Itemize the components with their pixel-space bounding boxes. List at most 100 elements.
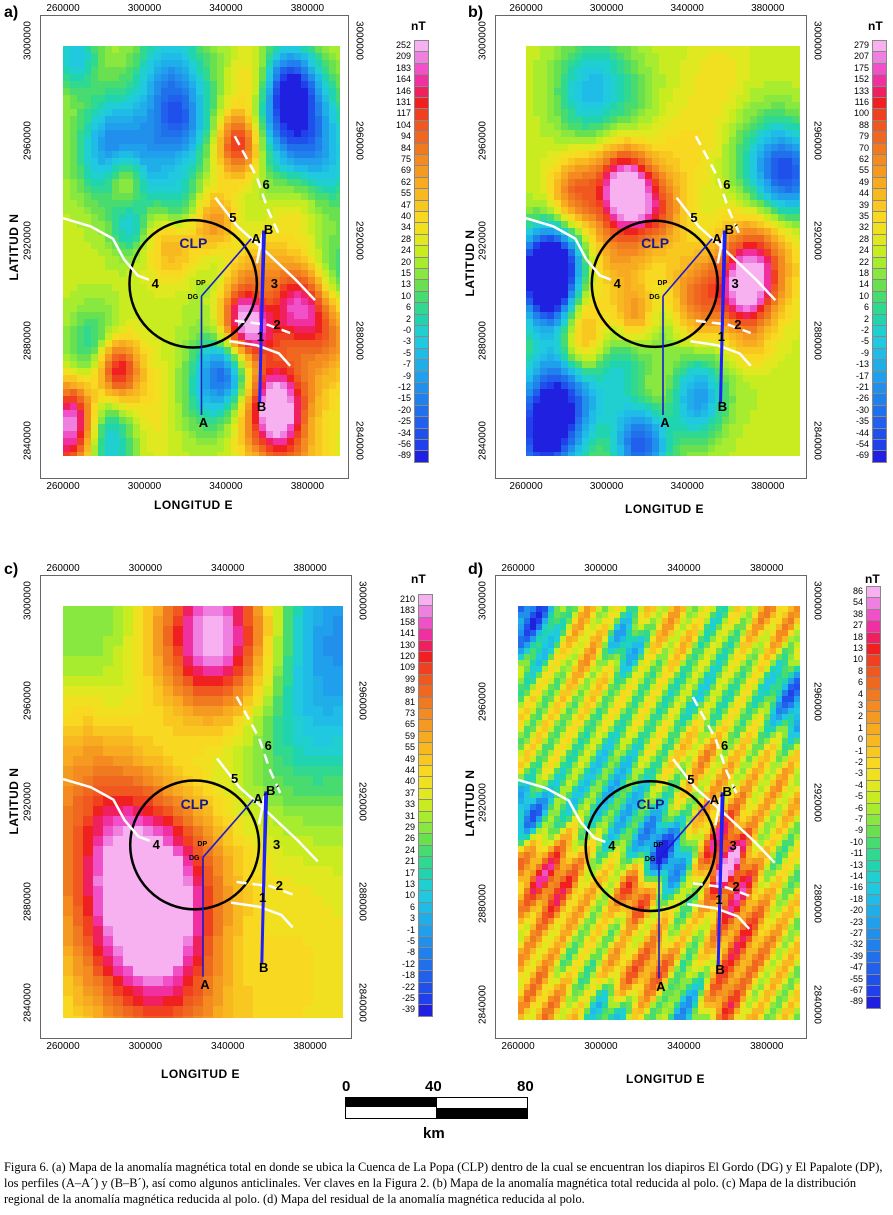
legend-value: 158 [399, 616, 415, 627]
y-axis-label: LATITUD N [7, 213, 21, 281]
legend-value: 28 [858, 233, 869, 244]
legend-swatch [414, 450, 429, 463]
legend-value: 210 [399, 594, 415, 604]
anticline-label-2: 2 [734, 316, 742, 332]
profile-a-start: A [200, 976, 210, 992]
y-tick-left: 2920000 [22, 782, 34, 821]
legend-value: 18 [858, 268, 869, 278]
profile-b-start: B [717, 398, 728, 414]
y-tick-right: 2840000 [356, 982, 368, 1022]
legend-value: 18 [852, 631, 863, 642]
y-tick-right: 2880000 [811, 883, 823, 923]
legend-value: -4 [854, 779, 863, 790]
legend-value: -3 [854, 768, 863, 779]
profile-a-start: A [656, 978, 666, 994]
legend-value: -22 [401, 981, 415, 992]
legend-value: 44 [404, 765, 415, 775]
legend-value: 175 [853, 62, 869, 73]
x-tick-label: 380000 [293, 1041, 327, 1052]
profile-a-start: A [660, 415, 670, 430]
legend-value: 79 [858, 131, 869, 142]
legend-value: 99 [404, 673, 415, 684]
legend-value: -89 [397, 450, 411, 461]
legend-value: 28 [400, 233, 411, 244]
legend-value: 3 [857, 700, 863, 710]
anticline-label-4: 4 [152, 836, 160, 852]
basin-label: CLP [180, 795, 209, 812]
x-tick-label: 340000 [667, 563, 701, 574]
legend-value: 62 [400, 176, 411, 187]
anticline-label-5: 5 [229, 210, 237, 225]
legend-value: -20 [397, 404, 411, 415]
legend-value: 133 [853, 85, 869, 96]
legend-value: 152 [853, 74, 869, 85]
legend-value: 75 [400, 154, 411, 164]
legend-value: 86 [852, 586, 863, 596]
x-axis-label: LONGITUD E [626, 1072, 705, 1086]
y-tick-left: 3000000 [22, 21, 34, 60]
legend-value: -7 [854, 814, 863, 824]
legend-value: -1 [406, 924, 415, 935]
y-tick-right: 3000000 [811, 581, 823, 620]
y-tick-right: 2920000 [811, 221, 823, 260]
legend-value: 55 [404, 742, 415, 753]
legend-value: 73 [404, 708, 415, 718]
y-tick-right: 2880000 [811, 321, 823, 360]
y-tick-left: 2880000 [477, 883, 489, 923]
anticline-label-5: 5 [690, 210, 698, 225]
y-tick-right: 3000000 [356, 581, 368, 620]
dp-label: DP [197, 840, 208, 848]
profile-a-end: A´ [709, 792, 724, 808]
legend-value: -26 [855, 393, 869, 404]
legend-value: 22 [858, 256, 869, 267]
legend-value: 39 [858, 199, 869, 210]
y-tick-left: 2960000 [22, 121, 34, 160]
legend-value: 37 [404, 787, 415, 798]
profile-a-end: A [712, 230, 722, 246]
legend-value: 24 [404, 844, 415, 855]
legend-value: 0 [857, 734, 863, 745]
x-tick-label: 300000 [128, 1041, 163, 1052]
profile-b-start: B [259, 960, 269, 976]
legend-value: 13 [400, 279, 411, 290]
legend-value: 8 [857, 665, 863, 676]
x-tick-label: 300000 [584, 563, 618, 574]
legend-value: 279 [853, 40, 869, 50]
y-tick-left: 2840000 [477, 984, 489, 1024]
anticline-label-3: 3 [731, 275, 739, 291]
legend-value: 26 [404, 833, 415, 844]
y-tick-left: 2880000 [22, 882, 34, 922]
legend-value: -8 [406, 947, 415, 958]
legend-unit: nT [411, 572, 426, 586]
legend-value: -47 [849, 962, 863, 973]
y-tick-right: 2960000 [356, 681, 368, 721]
legend-value: 40 [400, 211, 411, 221]
legend-value: 2 [863, 313, 869, 324]
legend-unit: nT [411, 19, 426, 33]
anticline-label-6: 6 [262, 177, 270, 193]
legend-value: 252 [395, 40, 411, 50]
anticline-label-2: 2 [273, 316, 281, 332]
legend-value: -21 [855, 382, 869, 392]
legend-value: 15 [400, 268, 411, 278]
legend-value: -3 [402, 336, 411, 347]
y-tick-right: 2840000 [811, 421, 823, 460]
y-tick-right: 3000000 [811, 21, 823, 60]
legend-value: -17 [855, 370, 869, 381]
legend-value: -11 [850, 848, 863, 859]
x-tick-label: 260000 [46, 3, 80, 14]
legend-value: -39 [849, 950, 863, 961]
y-tick-left: 2880000 [477, 321, 489, 360]
x-tick-label: 300000 [589, 481, 624, 492]
legend-value: -54 [855, 439, 869, 449]
legend-value: -55 [849, 973, 863, 984]
profile-a-end: A´ [253, 791, 268, 807]
figure-caption: Figura 6. (a) Mapa de la anomalía magnét… [4, 1160, 883, 1206]
anomaly-map: CLP DP DG A A´ B B´ 1 2 3 4 5 6 [63, 606, 343, 1018]
legend-value: 6 [863, 302, 869, 313]
x-axis-label: LONGITUD E [625, 502, 704, 516]
legend-value: 34 [400, 222, 411, 233]
x-tick-label: 380000 [290, 3, 325, 14]
legend-value: 10 [404, 890, 415, 901]
y-tick-right: 3000000 [353, 21, 365, 60]
